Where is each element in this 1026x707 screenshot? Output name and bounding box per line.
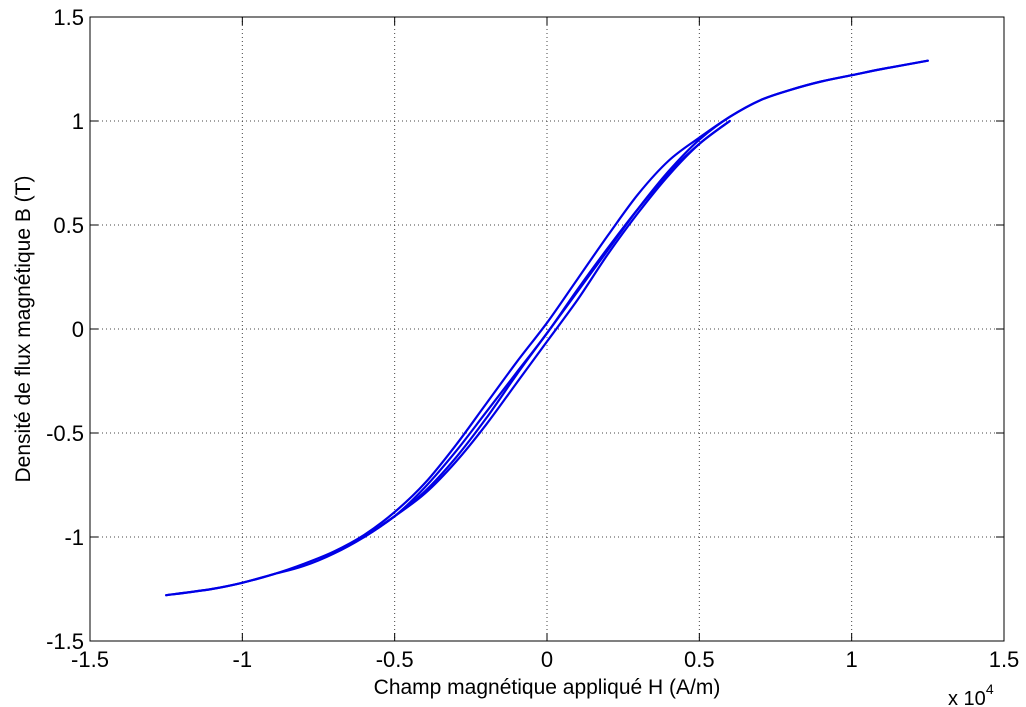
x-tick-label: -1 <box>233 647 253 672</box>
y-tick-label: 1.5 <box>53 5 84 30</box>
y-axis-label: Densité de flux magnétique B (T) <box>12 176 35 483</box>
x-tick-label: -1.5 <box>71 647 109 672</box>
x-tick-label: -0.5 <box>376 647 414 672</box>
axis-ticks <box>89 16 1005 642</box>
x-axis-multiplier-exponent: 4 <box>986 681 994 697</box>
x-tick-label: 0.5 <box>684 647 715 672</box>
x-tick-labels: -1.5 -1 -0.5 0 0.5 1 1.5 <box>71 647 1019 672</box>
x-tick-label: 0 <box>541 647 553 672</box>
x-tick-label: 1.5 <box>989 647 1020 672</box>
x-axis-multiplier: x 104 <box>948 681 994 707</box>
y-tick-label: -1 <box>64 525 84 550</box>
x-tick-label: 1 <box>846 647 858 672</box>
y-tick-label: -1.5 <box>46 629 84 654</box>
y-tick-label: 1 <box>72 109 84 134</box>
hysteresis-branch-3 <box>363 119 731 539</box>
hysteresis-curves <box>165 59 929 597</box>
y-tick-label: 0 <box>72 317 84 342</box>
grid <box>90 17 1004 641</box>
hysteresis-branch-4 <box>363 119 731 539</box>
y-tick-label: -0.5 <box>46 421 84 446</box>
y-tick-label: 0.5 <box>53 213 84 238</box>
y-tick-labels: -1.5 -1 -0.5 0 0.5 1 1.5 <box>46 5 84 654</box>
x-axis-label: Champ magnétique appliqué H (A/m) <box>374 676 721 699</box>
x-axis-multiplier-base: x 10 <box>948 688 986 707</box>
